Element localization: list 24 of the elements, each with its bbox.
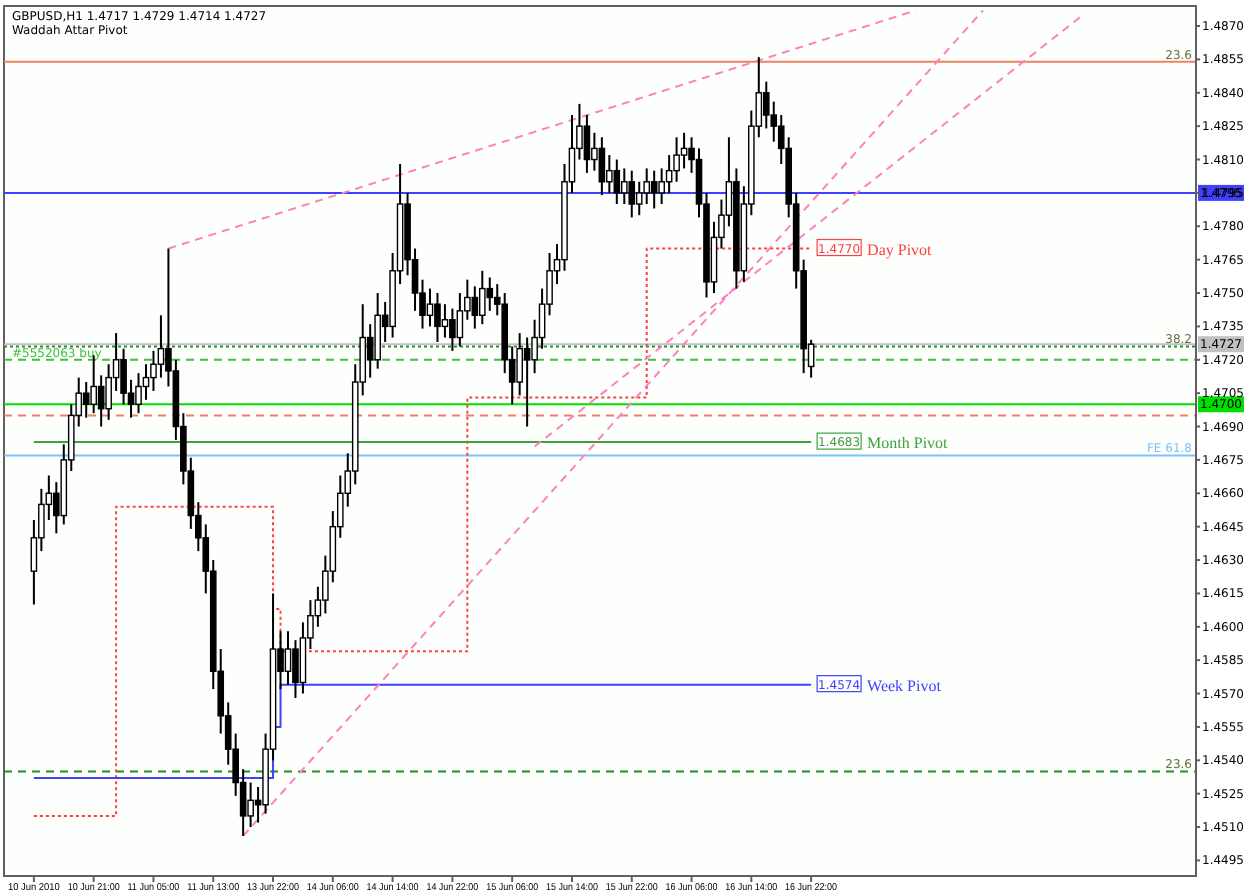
candlestick bbox=[583, 114, 591, 174]
candlestick bbox=[441, 303, 449, 339]
candlestick bbox=[449, 307, 456, 352]
candlestick bbox=[426, 287, 434, 328]
legend-label: Week Pivot bbox=[867, 676, 943, 695]
candlestick bbox=[606, 154, 613, 194]
candlestick bbox=[247, 781, 254, 829]
legend-label: Day Pivot bbox=[867, 240, 934, 259]
candlestick bbox=[366, 323, 374, 379]
candlestick bbox=[434, 292, 441, 343]
candlestick bbox=[650, 169, 658, 210]
legend-label: Month Pivot bbox=[867, 434, 950, 453]
candlestick bbox=[82, 381, 90, 419]
candlestick bbox=[135, 372, 142, 415]
candlestick bbox=[374, 292, 381, 370]
candlestick bbox=[284, 630, 292, 686]
candlestick bbox=[620, 167, 628, 206]
candlestick bbox=[478, 269, 486, 326]
candlestick bbox=[628, 169, 636, 219]
candlestick bbox=[613, 158, 621, 206]
candlestick bbox=[157, 314, 165, 379]
candlestick bbox=[486, 276, 494, 312]
candlestick bbox=[292, 639, 299, 699]
candlestick bbox=[471, 285, 479, 330]
